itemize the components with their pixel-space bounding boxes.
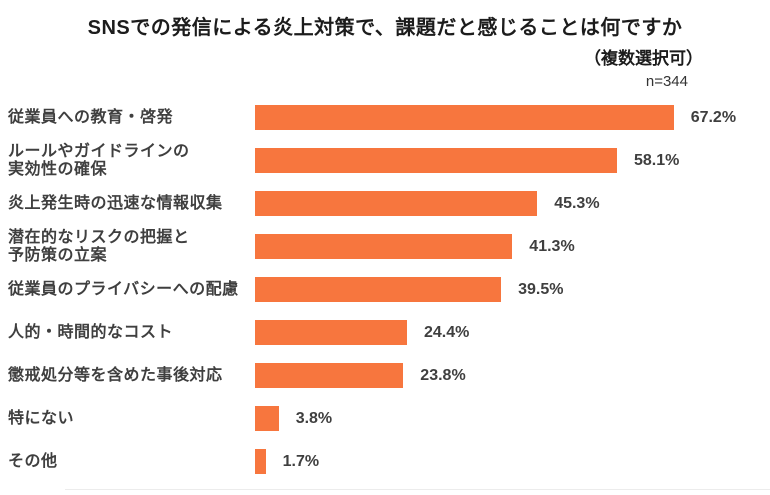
bar-row: 潜在的なリスクの把握と 予防策の立案 41.3%	[0, 229, 770, 264]
category-label: 潜在的なリスクの把握と 予防策の立案	[8, 228, 190, 264]
bar-row: 従業員のプライバシーへの配慮 39.5%	[0, 277, 770, 302]
bar-area: 23.8%	[255, 363, 466, 388]
sample-size-label: n=344	[645, 73, 688, 90]
bar-row: ルールやガイドラインの 実効性の確保 58.1%	[0, 143, 770, 178]
bar-area: 58.1%	[255, 148, 679, 173]
category-label: その他	[8, 452, 58, 470]
value-label: 58.1%	[634, 151, 680, 169]
category-label: 懲戒処分等を含めた事後対応	[8, 366, 223, 384]
value-label: 3.8%	[295, 409, 333, 427]
category-label: ルールやガイドラインの 実効性の確保	[8, 142, 190, 178]
bar-row: 従業員への教育・啓発 67.2%	[0, 105, 770, 130]
value-label: 39.5%	[518, 280, 564, 298]
bar	[255, 148, 617, 173]
chart-subtitle: （複数選択可）	[584, 49, 703, 68]
value-label: 1.7%	[282, 452, 320, 470]
value-label: 41.3%	[529, 237, 575, 255]
chart-title: SNSでの発信による炎上対策で、課題だと感じることは何ですか	[87, 17, 683, 39]
bar-area: 24.4%	[255, 320, 469, 345]
bar-area: 1.7%	[255, 449, 319, 474]
category-label: 特にない	[8, 409, 75, 427]
bar-area: 41.3%	[255, 234, 575, 259]
bar	[255, 234, 513, 259]
category-label: 炎上発生時の迅速な情報収集	[8, 194, 223, 212]
bar-area: 45.3%	[255, 191, 600, 216]
value-label: 23.8%	[420, 366, 466, 384]
bar-row: 炎上発生時の迅速な情報収集 45.3%	[0, 191, 770, 216]
value-label: 45.3%	[554, 194, 600, 212]
bar	[255, 363, 404, 388]
bar	[255, 406, 279, 431]
bar	[255, 449, 266, 474]
survey-chart-page: SNSでの発信による炎上対策で、課題だと感じることは何ですか （複数選択可） n…	[0, 17, 770, 490]
bar-area: 67.2%	[255, 105, 736, 130]
bar-row: 特にない 3.8%	[0, 406, 770, 431]
bottom-divider	[65, 489, 770, 490]
value-label: 67.2%	[690, 108, 737, 126]
bar	[255, 277, 502, 302]
bar-area: 39.5%	[255, 277, 563, 302]
bar-row: 人的・時間的なコスト 24.4%	[0, 320, 770, 345]
bar	[255, 191, 538, 216]
bar	[255, 320, 407, 345]
horizontal-bar-chart: 従業員への教育・啓発 67.2% ルールやガイドラインの 実効性の確保 58.1…	[0, 105, 770, 474]
category-label: 人的・時間的なコスト	[8, 323, 174, 341]
bar-row: その他 1.7%	[0, 449, 770, 474]
bar	[255, 105, 674, 130]
value-label: 24.4%	[424, 323, 470, 341]
category-label: 従業員への教育・啓発	[8, 108, 174, 126]
bar-row: 懲戒処分等を含めた事後対応 23.8%	[0, 363, 770, 388]
bar-area: 3.8%	[255, 406, 332, 431]
category-label: 従業員のプライバシーへの配慮	[8, 280, 239, 298]
